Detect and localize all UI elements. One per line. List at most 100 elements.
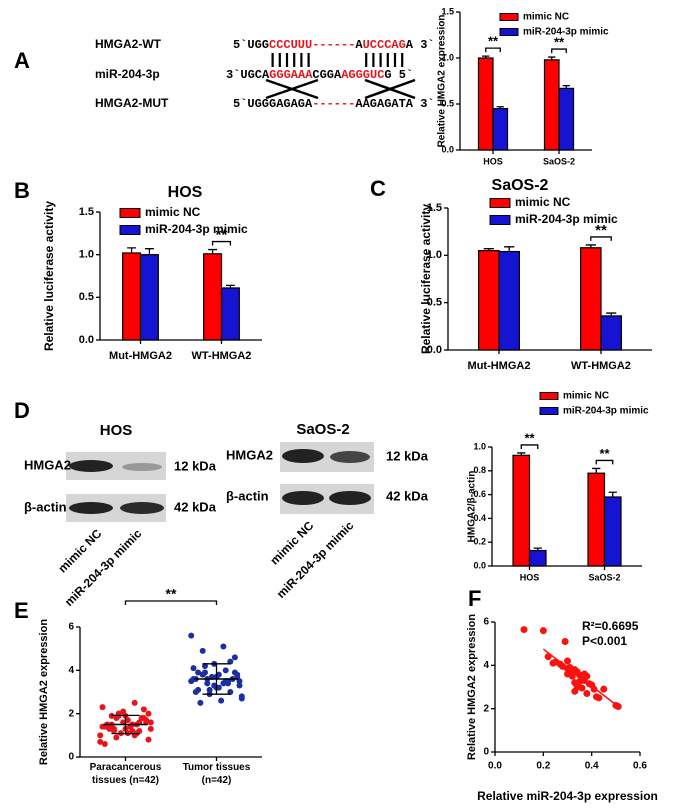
blot-size: 42 kDa [174,499,217,514]
data-point [583,690,591,697]
y-axis-label: Relative HMGA2 expression [466,614,478,760]
data-point [99,704,106,711]
y-tick-label: 1.5 [427,202,442,214]
mutation-cross [265,78,416,100]
data-point [238,695,245,702]
y-tick-label: 2 [483,703,489,714]
error-bar [592,467,601,474]
x-tick-label: 0.2 [536,761,550,772]
sequence-part: A 3` [406,38,435,52]
legend-swatch [119,225,141,235]
blot-row-label: HMGA2 [226,447,273,462]
y-tick-label: 0.0 [427,344,442,356]
data-point [97,732,104,739]
data-point [145,736,152,743]
legend-label: mimic NC [563,391,609,402]
error-bar [504,246,515,252]
x-tick-label: HOS [520,572,540,582]
sequence-part: CGGA [312,68,342,82]
data-point [218,697,225,704]
legend-label: mimic NC [515,195,571,209]
data-point [225,680,231,687]
y-tick-label: 1.0 [79,249,94,261]
data-point [220,643,227,650]
sd-bar [111,714,140,735]
data-point [544,653,552,661]
y-tick-label: 0.0 [441,144,454,154]
y-tick-label: 0.4 [473,513,486,523]
data-point [147,719,154,726]
data-point [520,626,528,634]
y-tick-label: 4 [68,665,74,676]
y-tick-label: 0.0 [473,560,486,570]
significance-bracket [520,444,539,449]
data-point [113,734,120,741]
data-point [199,671,206,678]
data-point [206,686,213,693]
panel-label: E [14,598,29,623]
chart-title: HOS [168,184,203,201]
y-tick-label: 0.2 [473,537,486,547]
data-point [215,671,222,678]
bar [477,57,494,151]
y-axis-label: Relative luciferase activity [42,201,56,351]
legend-label: miR-204-3p mimic [523,27,609,38]
y-axis-label: Relative HMGA2 expression [437,15,448,148]
y-tick-label: 6 [68,622,74,633]
bar [603,496,622,567]
data-point [578,684,586,692]
x-tick-label: 0.4 [585,761,599,772]
blot-size: 12 kDa [386,448,429,463]
significance-bracket [590,236,612,241]
bar [478,250,500,351]
sequence-part: AAGAGATA 3` [355,97,434,111]
error-bar [482,55,490,58]
bar [558,87,575,151]
data-point [580,670,588,678]
y-tick-label: 0 [483,747,489,758]
y-tick-label: 1.0 [427,249,442,261]
data-point [124,717,131,724]
y-tick-label: 1.0 [473,441,486,451]
data-point [571,687,579,695]
data-point [97,738,104,745]
data-point [236,682,243,689]
lane-label: miR-204-3p mimic [62,526,145,609]
bar [587,472,606,567]
y-axis-label: Relative HMGA2 expression [38,619,50,765]
y-axis-label: Relative luciferase activity [419,204,433,354]
sequence-label: HMGA2-MUT [95,96,169,110]
lane-label: miR-204-3p mimic [274,518,357,601]
chart-title: SaOS-2 [492,177,549,194]
bar [492,107,509,151]
y-tick-label: 1.0 [441,52,454,62]
data-point [600,685,608,693]
bar [139,254,159,341]
error-bar [225,284,235,288]
error-bar [562,84,570,89]
significance-bracket [485,47,501,53]
data-point [595,694,603,702]
significance-label: ** [488,34,499,49]
y-tick-label: 1.5 [79,206,94,218]
sequence: 3`UGCAGGGAAACGGAAGGGUCG 5` [226,68,413,82]
bar [203,253,223,341]
bar [498,250,520,351]
sequence-part: GGGAAA [269,68,313,82]
sequence: 5`UGGGAGAGA------AAGAGATA 3` [233,97,435,111]
sequence-part: ------ [312,38,355,52]
y-tick-label: 0 [68,752,74,763]
panel-label: F [468,586,481,611]
legend-label: miR-204-3p mimic [145,222,248,236]
y-tick-label: 0.5 [79,291,94,303]
error-bar [208,248,218,254]
data-point [568,672,576,680]
legend-swatch [499,28,519,36]
x-tick-label: 0.0 [488,761,502,772]
legend-label: miR-204-3p mimic [515,212,618,226]
bar [122,252,142,341]
blot-title: SaOS-2 [296,421,349,438]
x-tick-label: Paracancerous tissues (n=42) [89,762,162,786]
bar [220,287,240,341]
x-tick-label: WT-HMGA2 [571,360,631,372]
